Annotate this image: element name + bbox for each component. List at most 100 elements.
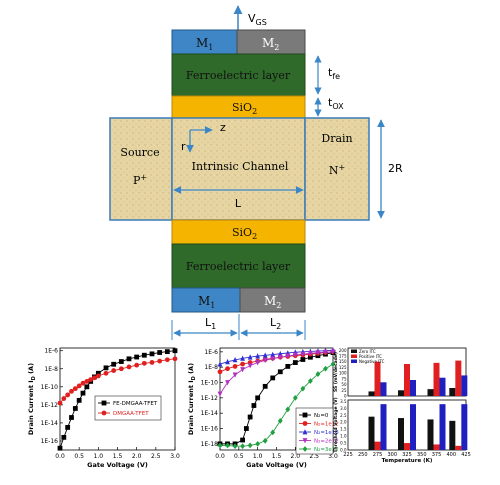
data-point xyxy=(270,429,276,436)
top-bar xyxy=(455,360,462,396)
x-tick-label: 2.5 xyxy=(151,453,161,460)
y-tick-label: 1E-14 xyxy=(41,420,59,427)
legend-label: N₂=0 xyxy=(314,413,329,419)
data-point xyxy=(217,369,223,375)
series-line xyxy=(219,349,334,365)
tox-label: tOX xyxy=(328,96,344,111)
data-point xyxy=(92,375,97,381)
bottom-bar xyxy=(461,404,468,450)
series-line xyxy=(220,363,334,447)
data-point xyxy=(247,354,253,360)
data-point xyxy=(141,360,147,366)
data-point xyxy=(69,388,74,394)
data-point xyxy=(292,352,298,358)
data-point xyxy=(292,360,298,365)
legend-marker xyxy=(101,400,107,406)
legend-label: N₂=2e12 xyxy=(314,439,339,445)
bottom-y-axis-label: Threshold Voltage (V) xyxy=(333,397,339,452)
gate-bottom-m1-label: M1 xyxy=(198,294,215,310)
source-label: Source xyxy=(120,146,159,159)
legend-marker xyxy=(101,410,107,416)
top-y-tick-label: 50 xyxy=(341,382,347,387)
data-point xyxy=(88,377,94,382)
top-bar xyxy=(449,388,456,396)
bottom-y-tick-label: 1.0 xyxy=(340,434,347,439)
bottom-bar xyxy=(410,404,416,450)
x-tick-label: 1.0 xyxy=(94,453,104,460)
data-point xyxy=(270,356,276,362)
data-point xyxy=(149,351,155,357)
y-tick-label: 1E-16 xyxy=(201,426,219,433)
data-point xyxy=(285,406,291,413)
legend-swatch xyxy=(351,359,357,363)
channel-region xyxy=(171,117,306,221)
data-point xyxy=(111,368,117,373)
data-point xyxy=(57,445,63,451)
bottom-bar xyxy=(374,441,381,450)
top-bar xyxy=(410,380,416,396)
axis-r-label: r xyxy=(181,140,186,153)
data-point xyxy=(80,380,86,386)
data-point xyxy=(72,386,78,392)
ferro-top-label: Ferroelectric layer xyxy=(186,69,291,82)
top-bar xyxy=(374,361,381,396)
data-point xyxy=(157,350,163,355)
radius-label: 2R xyxy=(388,162,403,175)
data-point xyxy=(247,363,253,369)
data-point xyxy=(69,415,74,420)
ferro-bottom-label: Ferroelectric layer xyxy=(186,260,291,273)
series-line xyxy=(219,351,334,395)
y-tick-label: 1E-12 xyxy=(201,395,219,402)
bottom-frame xyxy=(347,399,467,451)
data-point xyxy=(57,400,63,406)
x-tick-label: 400 xyxy=(446,452,456,458)
y-tick-label: 1E-14 xyxy=(201,410,219,417)
bottom-bar xyxy=(439,404,446,450)
data-point xyxy=(225,380,230,386)
top-y-tick-label: 125 xyxy=(339,365,347,370)
top-bar xyxy=(433,362,440,396)
data-point xyxy=(240,443,245,450)
top-y-tick-label: 75 xyxy=(341,376,347,381)
bottom-y-tick-label: 3.5 xyxy=(340,399,347,404)
top-bar xyxy=(380,382,387,396)
bottom-y-tick-label: 2.0 xyxy=(340,420,347,425)
data-point xyxy=(126,364,132,370)
data-point xyxy=(277,354,283,361)
l2-label: L2 xyxy=(270,316,281,331)
x-tick-label: 1.5 xyxy=(272,453,282,460)
x-tick-label: 275 xyxy=(373,452,383,458)
data-point xyxy=(111,361,117,367)
data-point xyxy=(262,383,268,389)
data-point xyxy=(157,358,163,364)
y-tick-label: 1E-6 xyxy=(204,349,218,356)
top-bar xyxy=(368,391,375,396)
data-point xyxy=(255,395,261,401)
bottom-bar xyxy=(433,444,440,450)
data-point xyxy=(134,362,140,368)
data-point xyxy=(225,366,230,372)
data-point xyxy=(232,356,238,363)
y-tick-label: 1E-8 xyxy=(44,366,58,373)
bottom-y-tick-label: 2.5 xyxy=(340,413,347,418)
x-axis-label: Gate Voltage (V) xyxy=(246,461,307,469)
x-tick-label: 300 xyxy=(387,452,397,458)
data-point xyxy=(217,391,223,397)
drain-doping: N+ xyxy=(329,163,345,177)
oxide-bottom-label: SiO2 xyxy=(232,226,257,241)
legend-marker xyxy=(302,412,308,418)
bottom-y-tick-label: 1.5 xyxy=(340,427,347,432)
x-tick-label: 350 xyxy=(417,452,427,458)
data-point xyxy=(262,357,268,364)
x-tick-label: 0.0 xyxy=(215,453,225,460)
top-bar xyxy=(404,364,410,396)
data-point xyxy=(315,350,321,356)
data-point xyxy=(118,359,124,364)
data-point xyxy=(225,358,230,365)
data-point xyxy=(308,350,313,357)
data-point xyxy=(84,378,90,384)
legend-box xyxy=(94,395,162,421)
gate-top-m2-label: M2 xyxy=(262,36,279,52)
data-point xyxy=(270,351,276,357)
